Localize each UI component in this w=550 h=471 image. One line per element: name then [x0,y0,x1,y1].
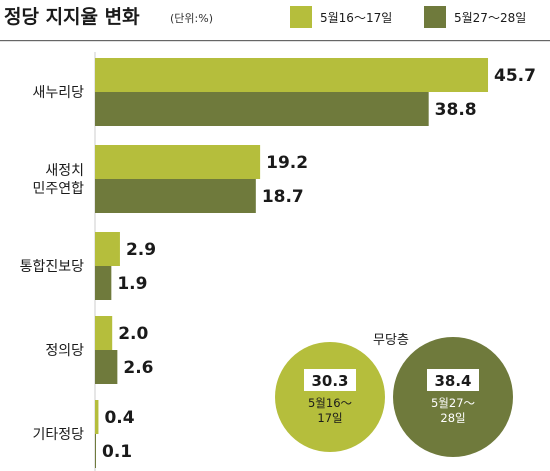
bar-value-label: 0.4 [104,408,134,428]
undecided-date: 28일 [440,411,465,425]
bar-value-label: 0.1 [102,442,132,462]
bar [95,179,256,213]
bar-value-label: 2.0 [118,324,148,344]
category-label: 통합진보당 [20,259,85,275]
legend-swatch [424,6,446,28]
bar [95,266,112,300]
bar [95,400,99,434]
undecided-bubble [275,342,385,452]
chart-title: 정당 지지율 변화 [4,6,140,28]
bar-value-label: 19.2 [266,153,308,173]
undecided-panel: 무당층 30.3 5월16～17일 38.4 5월27～28일 [275,333,513,457]
undecided-value: 30.3 [311,372,348,390]
undecided-date: 5월16～ [308,396,353,410]
chart-unit: (단위:%) [170,12,213,25]
bar-value-label: 45.7 [494,66,536,86]
bar [95,92,429,126]
bar [95,58,489,92]
undecided-value: 38.4 [434,372,471,390]
legend-label: 5월27～28일 [454,11,526,25]
title-divider [0,40,550,42]
legend-label: 5월16～17일 [320,11,392,25]
undecided-date: 17일 [317,411,342,425]
bar-value-label: 1.9 [117,274,147,294]
category-label: 새정치 [45,163,84,179]
undecided-bubble [393,337,513,457]
bar-value-label: 38.8 [435,100,477,120]
undecided-date: 5월27～ [431,396,476,410]
legend: 5월16～17일 5월27～28일 [290,6,526,28]
undecided-value-box [427,369,479,391]
category-label: 새누리당 [32,85,84,101]
bar-value-label: 2.6 [123,358,153,378]
bar [95,145,261,179]
bar-value-label: 2.9 [126,240,156,260]
category-label: 정의당 [45,343,84,359]
legend-swatch [290,6,312,28]
bar [95,434,96,468]
bar [95,232,120,266]
undecided-title: 무당층 [373,333,409,348]
bar-value-label: 18.7 [262,187,304,207]
bar [95,316,113,350]
category-label: 민주연합 [32,181,84,197]
undecided-value-box [304,369,356,391]
bar [95,350,118,384]
category-label: 기타정당 [32,427,84,443]
